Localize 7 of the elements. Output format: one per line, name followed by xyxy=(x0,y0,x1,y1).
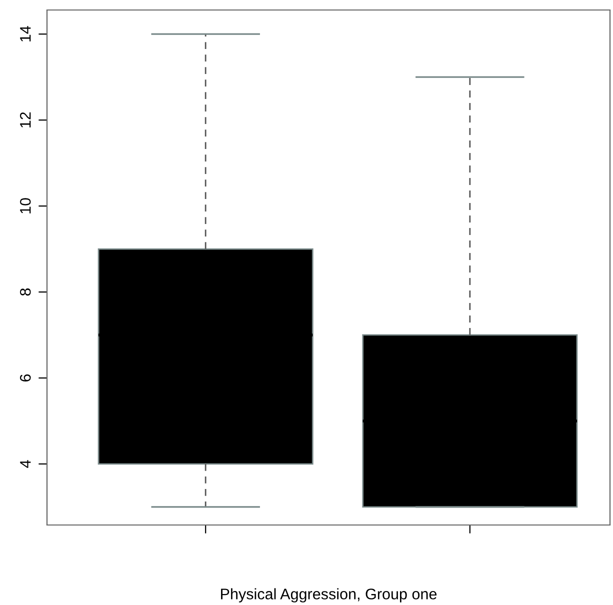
y-tick-label: 4 xyxy=(20,460,31,468)
y-tick-label: 8 xyxy=(20,288,31,296)
y-tick-label: 14 xyxy=(20,26,31,42)
y-tick-label: 10 xyxy=(20,198,31,214)
y-tick-label: 6 xyxy=(20,374,31,382)
y-tick-label: 12 xyxy=(20,112,31,128)
x-axis-title: Physical Aggression, Group one xyxy=(221,588,437,602)
